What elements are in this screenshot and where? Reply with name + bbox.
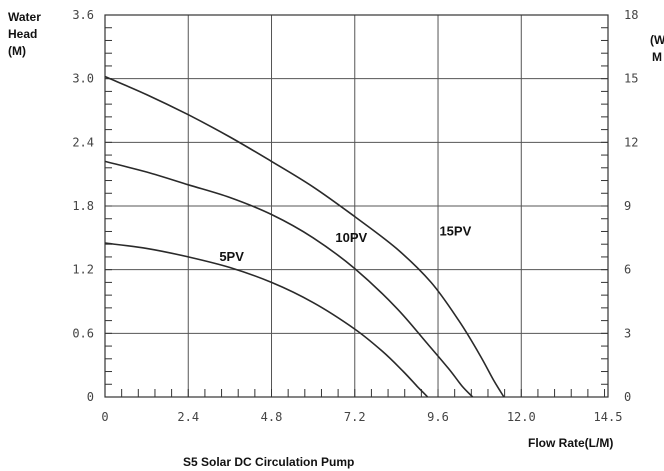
y2-tick-label: 6 (624, 263, 631, 277)
x-tick-label: 2.4 (177, 410, 199, 424)
series-label-10pv: 10PV (335, 230, 367, 245)
x-tick-label: 4.8 (261, 410, 283, 424)
y-tick-label: 0 (87, 390, 94, 404)
grid (105, 15, 608, 397)
series-label-15pv: 15PV (439, 224, 471, 239)
x-axis-label: Flow Rate(L/M) (528, 436, 613, 450)
x-tick-label: 9.6 (427, 410, 449, 424)
y-tick-label: 3.6 (72, 8, 94, 22)
y2-axis-label-line1: (W (650, 33, 664, 47)
y-axis-label-line2: Head (8, 27, 37, 41)
y2-tick-label: 3 (624, 326, 631, 340)
y2-tick-label: 9 (624, 199, 631, 213)
y2-tick-label: 12 (624, 135, 638, 149)
x-tick-label: 7.2 (344, 410, 366, 424)
y-tick-label: 3.0 (72, 72, 94, 86)
x-tick-label: 12.0 (507, 410, 536, 424)
y-axis-label-line1: Water (8, 10, 41, 24)
chart-title: S5 Solar DC Circulation Pump (183, 455, 354, 469)
y2-axis-label-line2: M (652, 50, 662, 64)
x-tick-label: 0 (101, 410, 108, 424)
series-label-5pv: 5PV (219, 249, 244, 264)
y-tick-label: 1.8 (72, 199, 94, 213)
series-line-15pv (104, 75, 505, 398)
series-curves: 5PV 10PV 15PV (104, 75, 505, 398)
tick-labels: 0 2.4 4.8 7.2 9.6 12.0 14.500.61.21.82.43.03.6… (72, 8, 638, 424)
series-line-5pv (104, 242, 429, 398)
y-tick-label: 0.6 (72, 326, 94, 340)
plot-frame (104, 14, 609, 398)
series-line-10pv (104, 160, 474, 398)
y-tick-label: 1.2 (72, 263, 94, 277)
x-tick-label: 14.5 (594, 410, 623, 424)
y-tick-label: 2.4 (72, 135, 94, 149)
y-axis-label-line3: (M) (8, 44, 26, 58)
y2-tick-label: 18 (624, 8, 638, 22)
y2-tick-label: 15 (624, 72, 638, 86)
y2-tick-label: 0 (624, 390, 631, 404)
